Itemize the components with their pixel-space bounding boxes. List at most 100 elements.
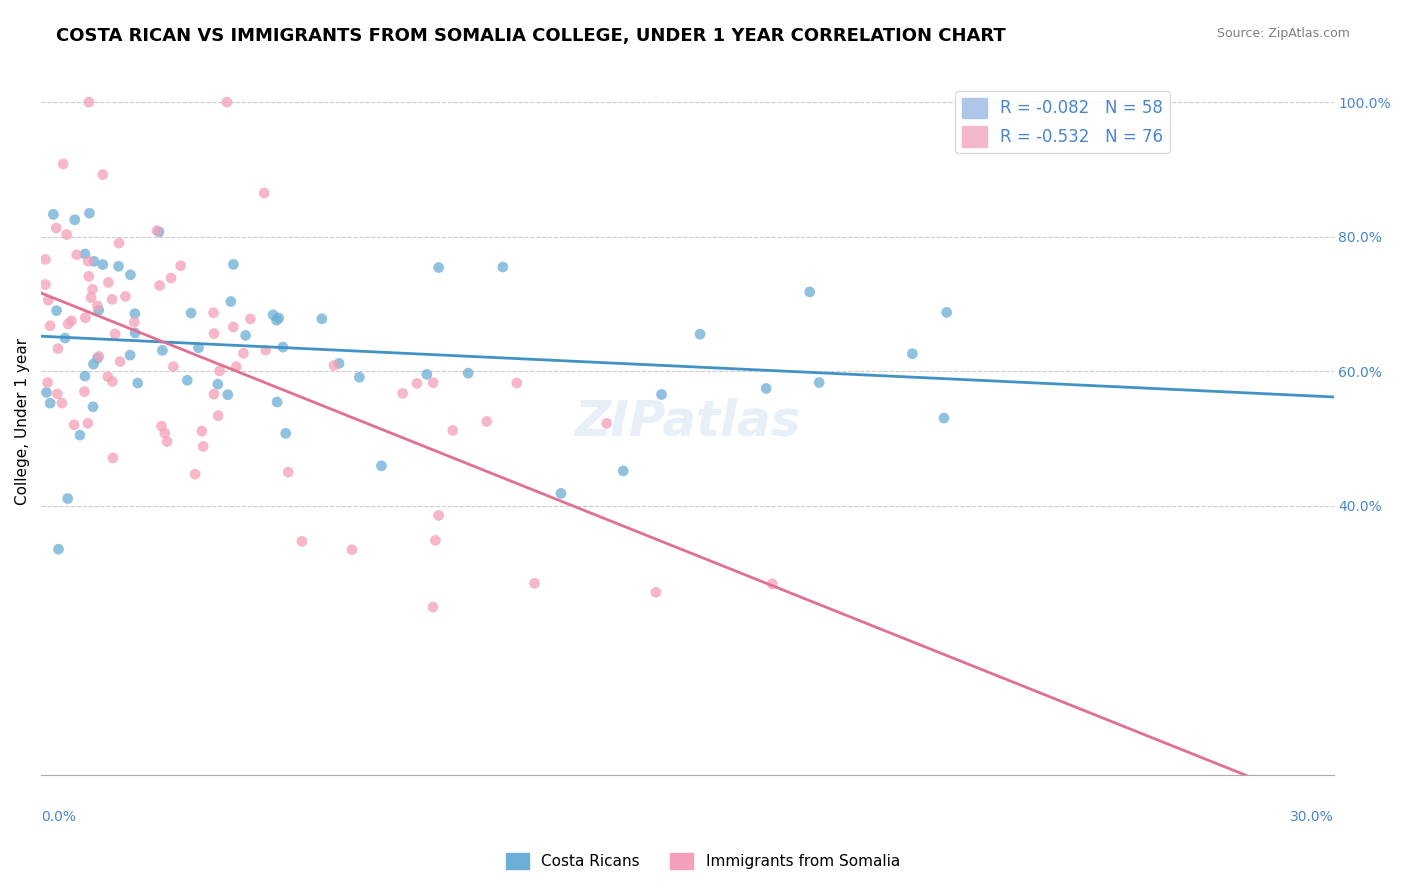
Point: [53, 331, 76, 345]
Point: [150, 419, 173, 434]
Point: [935, 305, 957, 319]
Point: [422, 600, 444, 615]
Point: [932, 411, 955, 425]
Point: [82, 357, 104, 371]
Point: [232, 346, 254, 360]
Text: Source: ZipAtlas.com: Source: ZipAtlas.com: [1216, 27, 1350, 40]
Point: [149, 278, 172, 293]
Point: [645, 585, 668, 599]
Point: [124, 307, 146, 321]
Point: [114, 289, 136, 303]
Point: [523, 576, 546, 591]
Point: [91, 168, 114, 182]
Point: [235, 328, 257, 343]
Point: [48, 542, 70, 557]
Point: [506, 376, 529, 390]
Point: [176, 373, 198, 387]
Point: [550, 486, 572, 500]
Point: [901, 347, 924, 361]
Point: [156, 434, 179, 449]
Point: [492, 260, 515, 274]
Point: [271, 340, 294, 354]
Point: [202, 326, 225, 341]
Point: [73, 247, 96, 261]
Point: [108, 236, 131, 251]
Text: 30.0%: 30.0%: [1289, 811, 1333, 824]
Point: [215, 95, 238, 110]
Point: [457, 366, 479, 380]
Point: [73, 369, 96, 384]
Text: 0.0%: 0.0%: [41, 811, 76, 824]
Point: [349, 370, 371, 384]
Point: [83, 254, 105, 268]
Point: [87, 350, 110, 364]
Point: [77, 254, 100, 268]
Point: [612, 464, 634, 478]
Point: [184, 467, 207, 482]
Point: [406, 376, 429, 391]
Point: [37, 376, 59, 390]
Point: [202, 306, 225, 320]
Point: [66, 248, 89, 262]
Point: [42, 207, 65, 221]
Point: [87, 303, 110, 318]
Point: [80, 291, 103, 305]
Point: [120, 268, 142, 282]
Point: [34, 277, 56, 292]
Point: [291, 534, 314, 549]
Point: [52, 157, 75, 171]
Point: [55, 227, 77, 242]
Point: [101, 375, 124, 389]
Point: [122, 315, 145, 329]
Point: [86, 351, 108, 366]
Point: [193, 439, 215, 453]
Point: [207, 409, 229, 423]
Point: [222, 320, 245, 334]
Point: [107, 259, 129, 273]
Y-axis label: College, Under 1 year: College, Under 1 year: [15, 338, 30, 506]
Point: [39, 396, 62, 410]
Point: [222, 257, 245, 271]
Point: [34, 252, 56, 267]
Legend: Costa Ricans, Immigrants from Somalia: Costa Ricans, Immigrants from Somalia: [501, 847, 905, 875]
Point: [262, 308, 284, 322]
Point: [51, 396, 73, 410]
Point: [45, 303, 67, 318]
Point: [63, 212, 86, 227]
Point: [146, 224, 169, 238]
Point: [187, 341, 209, 355]
Point: [427, 260, 450, 275]
Point: [808, 376, 831, 390]
Point: [75, 310, 97, 325]
Point: [162, 359, 184, 374]
Point: [755, 381, 778, 395]
Point: [266, 395, 288, 409]
Point: [35, 385, 58, 400]
Point: [108, 354, 131, 368]
Point: [277, 465, 299, 479]
Point: [328, 356, 350, 370]
Point: [267, 311, 290, 326]
Point: [799, 285, 821, 299]
Point: [91, 258, 114, 272]
Point: [239, 312, 262, 326]
Point: [425, 533, 447, 548]
Point: [208, 364, 231, 378]
Point: [45, 221, 67, 235]
Point: [97, 369, 120, 384]
Point: [475, 414, 498, 428]
Point: [274, 426, 297, 441]
Point: [217, 387, 239, 401]
Point: [46, 387, 69, 401]
Point: [60, 314, 83, 328]
Point: [160, 271, 183, 285]
Point: [56, 491, 79, 506]
Point: [391, 386, 413, 401]
Point: [202, 387, 225, 401]
Point: [73, 384, 96, 399]
Point: [124, 326, 146, 340]
Point: [416, 368, 439, 382]
Point: [689, 327, 711, 342]
Point: [101, 293, 124, 307]
Point: [153, 425, 176, 440]
